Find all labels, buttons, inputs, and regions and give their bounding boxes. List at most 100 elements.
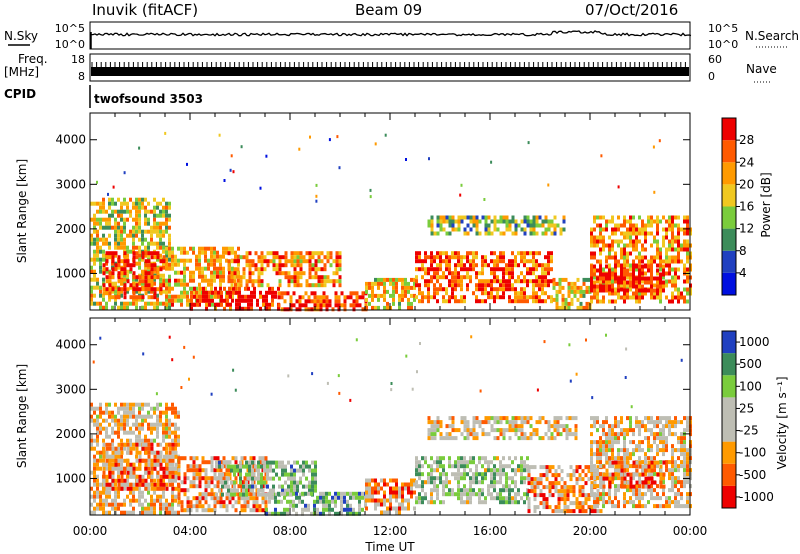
heatmap-cell: [159, 259, 163, 264]
heatmap-cell: [481, 456, 484, 461]
heatmap-cell: [346, 511, 349, 516]
heatmap-cell: [608, 424, 611, 429]
heatmap-cell: [331, 307, 335, 312]
heatmap-cell: [111, 225, 114, 230]
heatmap-cell: [561, 277, 565, 282]
heatmap-cell: [511, 416, 515, 421]
heatmap-cell: [553, 416, 557, 421]
heatmap-cell: [230, 464, 233, 469]
heatmap-cell: [244, 294, 247, 299]
heatmap-cell: [108, 275, 112, 280]
heatmap-cell: [135, 466, 139, 471]
heatmap-cell: [117, 446, 120, 451]
heatmap-cell: [141, 510, 144, 515]
heatmap-cell: [665, 255, 668, 260]
heatmap-cell: [261, 500, 265, 505]
heatmap-cell: [626, 275, 629, 280]
heatmap-cell: [186, 282, 189, 287]
heatmap-cell: [445, 251, 448, 256]
heatmap-cell: [214, 294, 217, 299]
heatmap-cell: [123, 446, 126, 451]
heatmap-cell: [523, 416, 527, 421]
heatmap-cell: [284, 468, 287, 473]
heatmap-cell: [207, 294, 210, 299]
heatmap-cell: [502, 275, 505, 280]
heatmap-cell: [165, 305, 168, 310]
heatmap-cell: [238, 286, 241, 291]
heatmap-cell: [384, 133, 387, 137]
heatmap-cell: [590, 235, 593, 240]
heatmap-cell: [204, 488, 208, 493]
heatmap-cell: [544, 231, 548, 236]
heatmap-cell: [410, 301, 413, 306]
heatmap-cell: [242, 492, 245, 497]
heatmap-cell: [114, 402, 117, 407]
beam-title: Beam 09: [355, 1, 422, 19]
heatmap-cell: [132, 201, 135, 206]
heatmap-cell: [472, 436, 476, 441]
heatmap-cell: [230, 488, 233, 493]
heatmap-cell: [174, 262, 177, 267]
heatmap-cell: [150, 209, 153, 214]
heatmap-cell: [219, 282, 222, 287]
heatmap-cell: [439, 456, 442, 461]
heatmap-cell: [523, 263, 526, 268]
heatmap-cell: [677, 235, 680, 240]
heatmap-cell: [147, 414, 150, 419]
heatmap-cell: [650, 288, 653, 293]
heatmap-cell: [608, 284, 611, 289]
heatmap-cell: [650, 215, 653, 220]
heatmap-cell: [415, 267, 418, 272]
heatmap-cell: [105, 225, 108, 230]
heatmap-cell: [599, 239, 602, 244]
heatmap-cell: [108, 422, 111, 427]
heatmap-cell: [527, 489, 531, 494]
heatmap-cell: [457, 428, 461, 433]
heatmap-cell: [526, 271, 529, 276]
heatmap-cell: [578, 493, 582, 498]
heatmap-cell: [404, 293, 407, 298]
heatmap-cell: [641, 227, 644, 232]
heatmap-cell: [222, 504, 226, 509]
heatmap-cell: [141, 418, 144, 423]
heatmap-cell: [135, 446, 139, 451]
heatmap-cell: [322, 499, 325, 504]
heatmap-cell: [231, 266, 234, 271]
heatmap-cell: [572, 509, 576, 514]
heatmap-cell: [311, 251, 315, 256]
nsearch-label: N.Search: [745, 29, 799, 43]
heatmap-cell: [141, 446, 145, 451]
heatmap-cell: [652, 145, 655, 149]
heatmap-cell: [451, 227, 455, 232]
colorbar-segment: [722, 206, 736, 229]
heatmap-cell: [308, 275, 312, 280]
heatmap-cell: [192, 246, 195, 251]
heatmap-cell: [596, 468, 599, 473]
heatmap-cell: [415, 460, 418, 465]
heatmap-cell: [389, 486, 392, 491]
heatmap-cell: [551, 493, 555, 498]
heatmap-cell: [582, 289, 586, 294]
heatmap-cell: [295, 511, 298, 516]
heatmap-cell: [195, 286, 198, 291]
heatmap-cell: [280, 295, 284, 300]
heatmap-cell: [596, 444, 599, 449]
heatmap-cell: [284, 263, 288, 268]
heatmap-cell: [290, 275, 294, 280]
heatmap-cell: [511, 219, 515, 224]
heatmap-cell: [659, 263, 662, 268]
heatmap-cell: [674, 247, 677, 252]
heatmap-cell: [305, 259, 309, 264]
heatmap-cell: [186, 500, 190, 505]
heatmap-cell: [320, 259, 324, 264]
heatmap-cell: [520, 279, 523, 284]
heatmap-cell: [147, 259, 151, 264]
heatmap-cell: [159, 245, 162, 250]
heatmap-cell: [674, 239, 677, 244]
heatmap-cell: [608, 464, 611, 469]
heatmap-cell: [487, 432, 491, 437]
heatmap-cell: [436, 263, 439, 268]
heatmap-cell: [314, 488, 317, 493]
nave-tick-top: 60: [708, 53, 722, 66]
heatmap-cell: [605, 259, 608, 264]
